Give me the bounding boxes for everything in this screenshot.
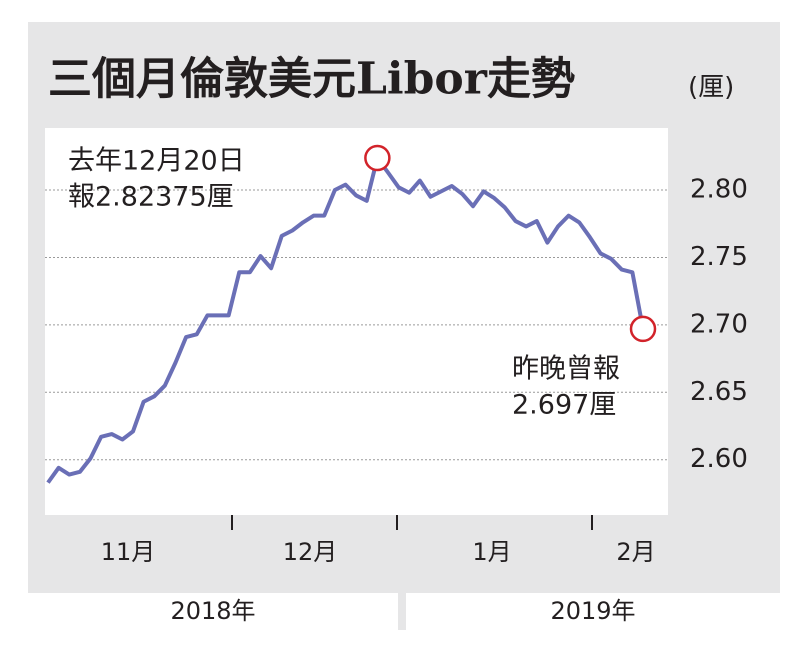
- annotation: 2.697厘: [512, 390, 616, 421]
- unit-label: (厘): [688, 73, 734, 103]
- y-tick-label: 2.75: [690, 242, 748, 272]
- y-tick-label: 2.60: [690, 444, 748, 474]
- annotation: 昨晚曾報: [512, 354, 620, 385]
- x-tick-label: 11月: [101, 538, 156, 566]
- y-tick-label: 2.70: [690, 309, 748, 339]
- year-label: 2019年: [550, 597, 635, 625]
- chart-title: 三個月倫敦美元Libor走勢: [48, 54, 575, 105]
- line: [46, 156, 645, 484]
- annotation: 報2.82375厘: [68, 182, 234, 213]
- x-tick-label: 1月: [472, 538, 511, 566]
- x-tick-label: 2月: [616, 538, 655, 566]
- year-label: 2018年: [170, 597, 255, 625]
- x-tick-label: 12月: [283, 538, 338, 566]
- year-band: [28, 593, 398, 630]
- year-band: [406, 593, 780, 630]
- y-tick-label: 2.65: [690, 377, 748, 407]
- y-tick-label: 2.80: [690, 175, 748, 205]
- highlight-marker: [364, 144, 391, 172]
- annotation: 去年12月20日: [68, 146, 245, 177]
- plot-area: [45, 128, 668, 515]
- highlight-marker: [629, 315, 657, 343]
